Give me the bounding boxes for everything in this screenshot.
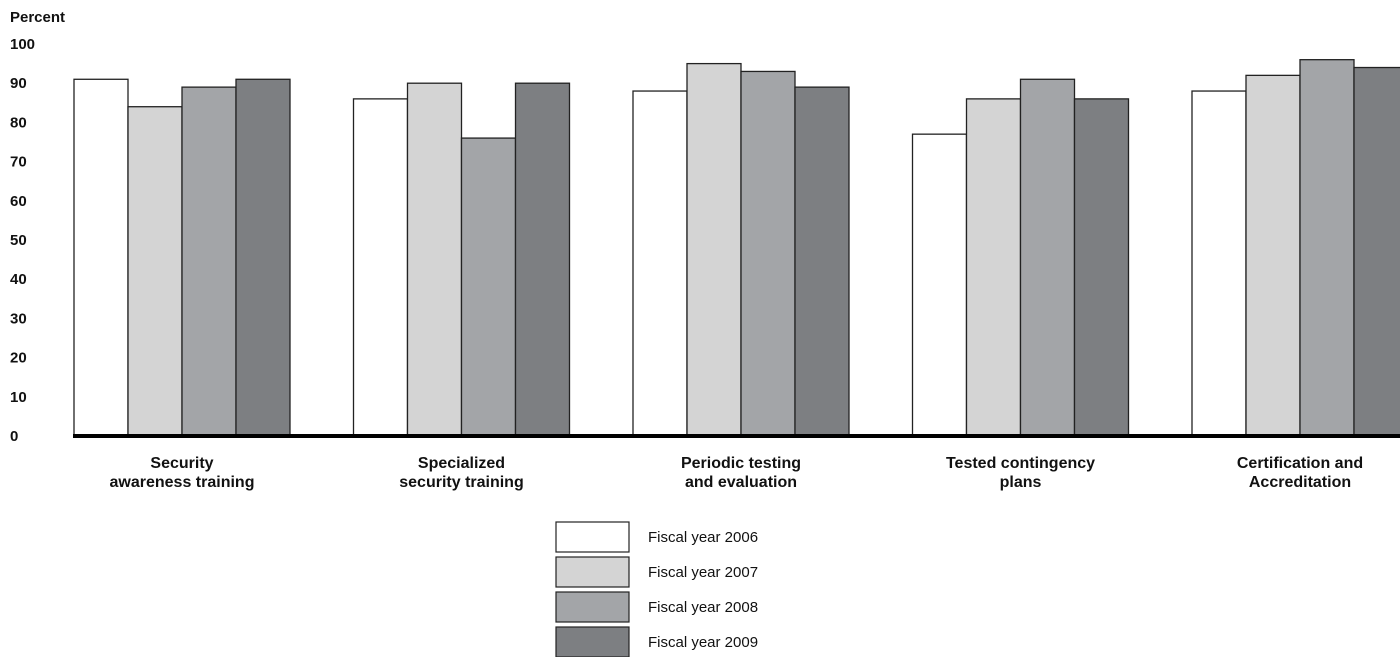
legend-swatch <box>555 556 630 588</box>
legend: Fiscal year 2006 Fiscal year 2007 Fiscal y… <box>555 521 758 657</box>
category-label-line: plans <box>1000 474 1042 491</box>
bar <box>1019 78 1076 437</box>
bar <box>686 62 742 437</box>
y-tick-label: 30 <box>10 310 27 327</box>
category-label-line: and evaluation <box>685 474 797 491</box>
bar <box>73 78 129 437</box>
legend-swatch <box>555 626 630 657</box>
category-label-line: Specialized <box>418 455 505 472</box>
bars <box>73 59 1400 437</box>
y-tick-label: 70 <box>10 154 27 171</box>
bar <box>911 133 968 437</box>
category-labels: Security awareness training Specialized sec… <box>110 455 1364 491</box>
bar <box>965 98 1022 437</box>
y-tick-label: 50 <box>10 232 27 249</box>
bar <box>460 137 517 437</box>
bar <box>794 86 850 437</box>
legend-swatch <box>555 591 630 623</box>
bar <box>740 70 796 437</box>
category-label: Periodic testing and evaluation <box>681 455 801 491</box>
category-label-line: security training <box>399 474 523 491</box>
y-tick-label: 20 <box>10 350 27 367</box>
legend-swatch <box>555 521 630 553</box>
category-label-line: Certification and <box>1237 455 1363 472</box>
y-tick-label: 60 <box>10 193 27 210</box>
y-tick-label: 0 <box>10 428 18 445</box>
category-label: Tested contingency plans <box>946 455 1095 491</box>
category-label-line: Accreditation <box>1249 474 1351 491</box>
y-tick-label: 40 <box>10 271 27 288</box>
legend-label: Fiscal year 2007 <box>648 564 758 581</box>
bar <box>181 86 237 437</box>
category-label-line: Tested contingency <box>946 455 1095 472</box>
y-axis-ticks: 0 10 20 30 40 50 60 70 80 90 100 <box>10 36 35 445</box>
bar <box>1245 74 1301 437</box>
category-label-line: Periodic testing <box>681 455 801 472</box>
bar <box>1299 59 1355 437</box>
legend-label: Fiscal year 2008 <box>648 599 758 616</box>
bar <box>1191 90 1247 437</box>
bar <box>406 82 463 437</box>
y-tick-label: 80 <box>10 114 27 131</box>
category-label-line: awareness training <box>110 474 255 491</box>
legend-label: Fiscal year 2009 <box>648 634 758 651</box>
bar <box>1353 66 1400 437</box>
y-axis-label: Percent <box>10 9 65 26</box>
category-label: Security awareness training <box>110 455 255 491</box>
bar <box>1073 98 1130 437</box>
y-tick-label: 100 <box>10 36 35 53</box>
legend-label: Fiscal year 2006 <box>648 529 758 546</box>
bar <box>632 90 688 437</box>
bar <box>352 98 409 437</box>
bar <box>514 82 571 437</box>
category-label-line: Security <box>150 455 213 472</box>
y-tick-label: 90 <box>10 75 27 92</box>
category-label: Specialized security training <box>399 455 523 491</box>
bar <box>127 106 183 437</box>
category-label: Certification and Accreditation <box>1237 455 1363 491</box>
bar <box>235 78 291 437</box>
y-tick-label: 10 <box>10 389 27 406</box>
